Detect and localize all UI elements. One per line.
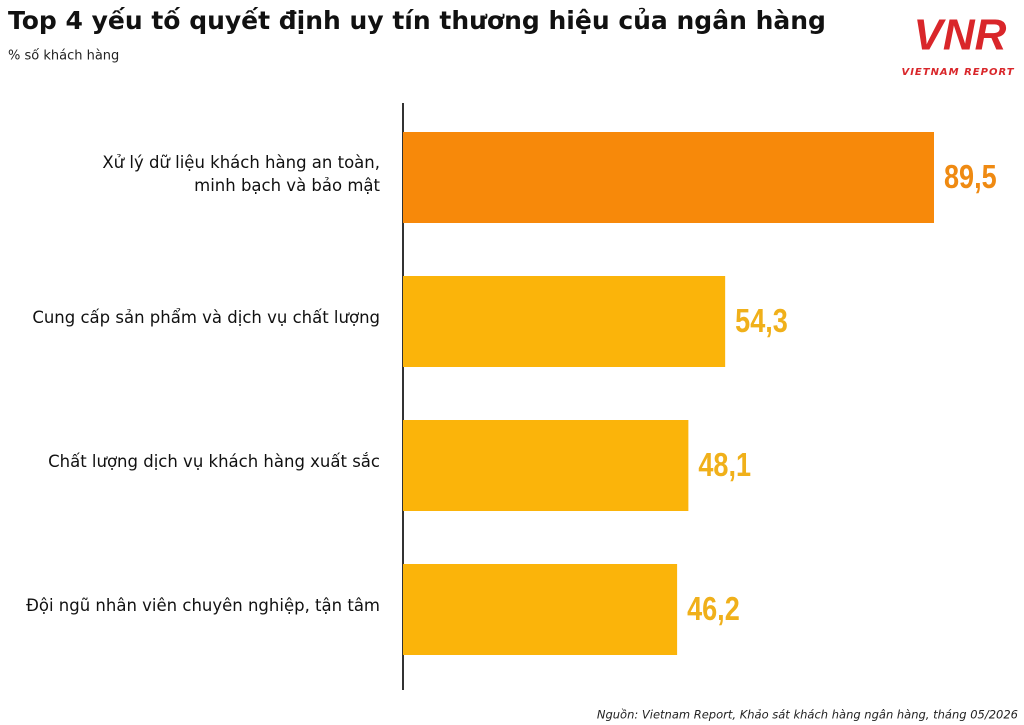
- logo-text: VIETNAM REPORT: [901, 67, 1014, 78]
- bar: [403, 276, 726, 367]
- bar: [403, 564, 678, 655]
- value-label: 48,1: [698, 448, 751, 484]
- logo-mark: VNR: [914, 11, 1007, 60]
- value-label: 89,5: [944, 160, 997, 196]
- chart-subtitle: % số khách hàng: [8, 49, 119, 64]
- value-label: 54,3: [735, 304, 788, 340]
- value-label: 46,2: [687, 592, 740, 628]
- bar: [403, 132, 934, 223]
- category-label: Đội ngũ nhân viên chuyên nghiệp, tận tâm: [26, 596, 380, 615]
- bar: [403, 420, 689, 511]
- source: Nguồn: Vietnam Report, Khảo sát khách hà…: [597, 708, 1018, 722]
- category-label: Chất lượng dịch vụ khách hàng xuất sắc: [48, 452, 380, 471]
- category-label: Cung cấp sản phẩm và dịch vụ chất lượng: [32, 308, 380, 327]
- category-label: Xử lý dữ liệu khách hàng an toàn, minh b…: [102, 152, 380, 195]
- chart-title: Top 4 yếu tố quyết định uy tín thương hi…: [8, 6, 826, 35]
